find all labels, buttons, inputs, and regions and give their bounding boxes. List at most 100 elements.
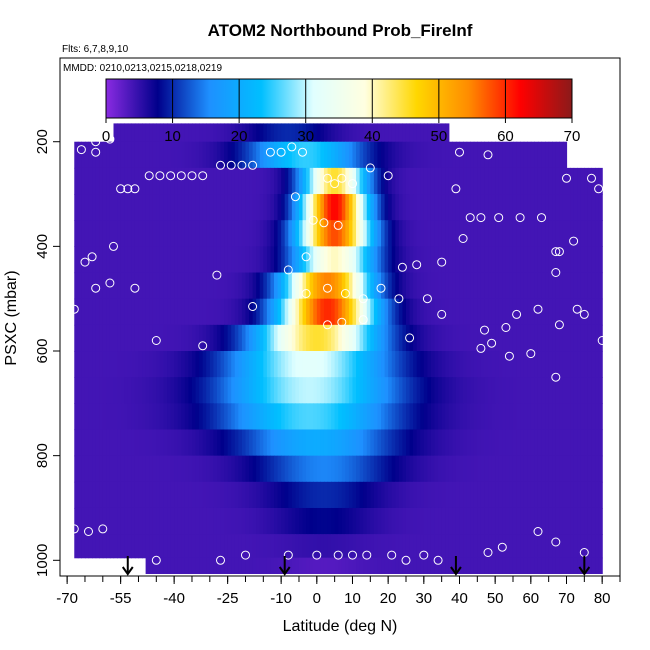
heatmap-cell <box>170 429 175 457</box>
heatmap-cell <box>106 351 111 378</box>
heatmap-cell <box>516 298 521 326</box>
heatmap-cell <box>405 194 411 221</box>
heatmap-cell <box>170 141 175 169</box>
heatmap-cell <box>295 167 300 195</box>
heatmap-cell <box>359 557 364 574</box>
heatmap-cell <box>277 534 282 559</box>
heatmap-cell <box>373 481 379 509</box>
sample-point <box>551 268 561 277</box>
heatmap-cell <box>306 481 311 509</box>
heatmap-cell <box>570 167 575 195</box>
heatmap-cell <box>370 557 375 574</box>
heatmap-cell <box>438 324 443 352</box>
heatmap-cell <box>252 272 257 300</box>
sample-point <box>348 179 357 189</box>
heatmap-cell <box>584 534 589 559</box>
heatmap-cell <box>127 246 132 274</box>
heatmap-cell <box>498 272 503 300</box>
heatmap-cell <box>341 351 346 378</box>
heatmap-cell <box>291 507 297 535</box>
heatmap-cell <box>577 324 582 352</box>
heatmap-cell <box>434 534 439 559</box>
heatmap-cell <box>423 534 428 559</box>
heatmap-cell <box>595 194 600 221</box>
heatmap-cell <box>102 403 107 431</box>
heatmap-cell <box>348 534 354 559</box>
heatmap-cell <box>138 455 143 483</box>
heatmap-cell <box>95 507 100 535</box>
heatmap-cell <box>252 377 257 404</box>
sample-point <box>319 218 329 228</box>
heatmap-cell <box>127 351 132 378</box>
heatmap-cell <box>591 194 596 221</box>
heatmap-cell <box>266 455 272 483</box>
heatmap-cell <box>584 351 589 378</box>
heatmap-cell <box>548 481 553 509</box>
heatmap-cell <box>484 507 489 535</box>
sample-point <box>504 351 514 361</box>
heatmap-cell <box>309 507 314 535</box>
heatmap-cell <box>241 455 247 483</box>
heatmap-cell <box>199 220 204 247</box>
heatmap-cell <box>345 429 350 457</box>
heatmap-cell <box>84 534 90 559</box>
heatmap-cell <box>587 351 593 378</box>
heatmap-cell <box>138 481 143 509</box>
heatmap-cell <box>216 481 222 509</box>
heatmap-cell <box>152 141 157 169</box>
heatmap-cell <box>277 557 282 574</box>
heatmap-cell <box>191 557 197 574</box>
heatmap-cell <box>313 298 318 326</box>
heatmap-cell <box>159 272 165 300</box>
heatmap-cell <box>595 377 600 404</box>
heatmap-cell <box>516 141 521 169</box>
heatmap-cell <box>270 123 275 143</box>
heatmap-cell <box>455 557 461 574</box>
heatmap-cell <box>416 298 421 326</box>
heatmap-cell <box>430 377 436 404</box>
heatmap-cell <box>595 272 600 300</box>
heatmap-cell <box>520 481 525 509</box>
heatmap-cell <box>195 377 200 404</box>
heatmap-cell <box>117 272 122 300</box>
heatmap-cell <box>395 272 400 300</box>
heatmap-cell <box>249 557 254 574</box>
heatmap-cell <box>117 534 122 559</box>
heatmap-cell <box>145 557 150 574</box>
heatmap-cell <box>231 403 236 431</box>
heatmap-cell <box>213 298 218 326</box>
heatmap-cell <box>295 272 300 300</box>
heatmap-cell <box>313 403 318 431</box>
heatmap-cell <box>570 455 575 483</box>
heatmap-cell <box>120 534 125 559</box>
heatmap-cell <box>213 167 218 195</box>
heatmap-cell <box>473 351 478 378</box>
heatmap-cell <box>92 141 97 169</box>
heatmap-cell <box>331 377 336 404</box>
heatmap-cell <box>559 481 564 509</box>
sample-point <box>554 247 564 257</box>
heatmap-cell <box>402 298 407 326</box>
heatmap-cell <box>138 298 143 326</box>
heatmap-cell <box>81 246 86 274</box>
heatmap-cell <box>302 403 307 431</box>
heatmap-cell <box>398 507 404 535</box>
heatmap-cell <box>381 272 386 300</box>
heatmap-cell <box>256 272 261 300</box>
heatmap-cell <box>523 507 528 535</box>
heatmap-cell <box>245 481 250 509</box>
sample-point <box>248 302 258 311</box>
heatmap-cell <box>466 324 471 352</box>
heatmap-cell <box>184 351 190 378</box>
heatmap-cell <box>459 403 464 431</box>
heatmap-cell <box>117 403 122 431</box>
heatmap-cell <box>124 534 129 559</box>
heatmap-cell <box>466 557 471 574</box>
heatmap-cell <box>84 141 90 169</box>
heatmap-cell <box>359 220 364 247</box>
heatmap-cell <box>491 220 496 247</box>
heatmap-cell <box>388 324 393 352</box>
heatmap-cell <box>502 298 507 326</box>
heatmap-cell <box>131 324 136 352</box>
heatmap-cell <box>298 351 304 378</box>
